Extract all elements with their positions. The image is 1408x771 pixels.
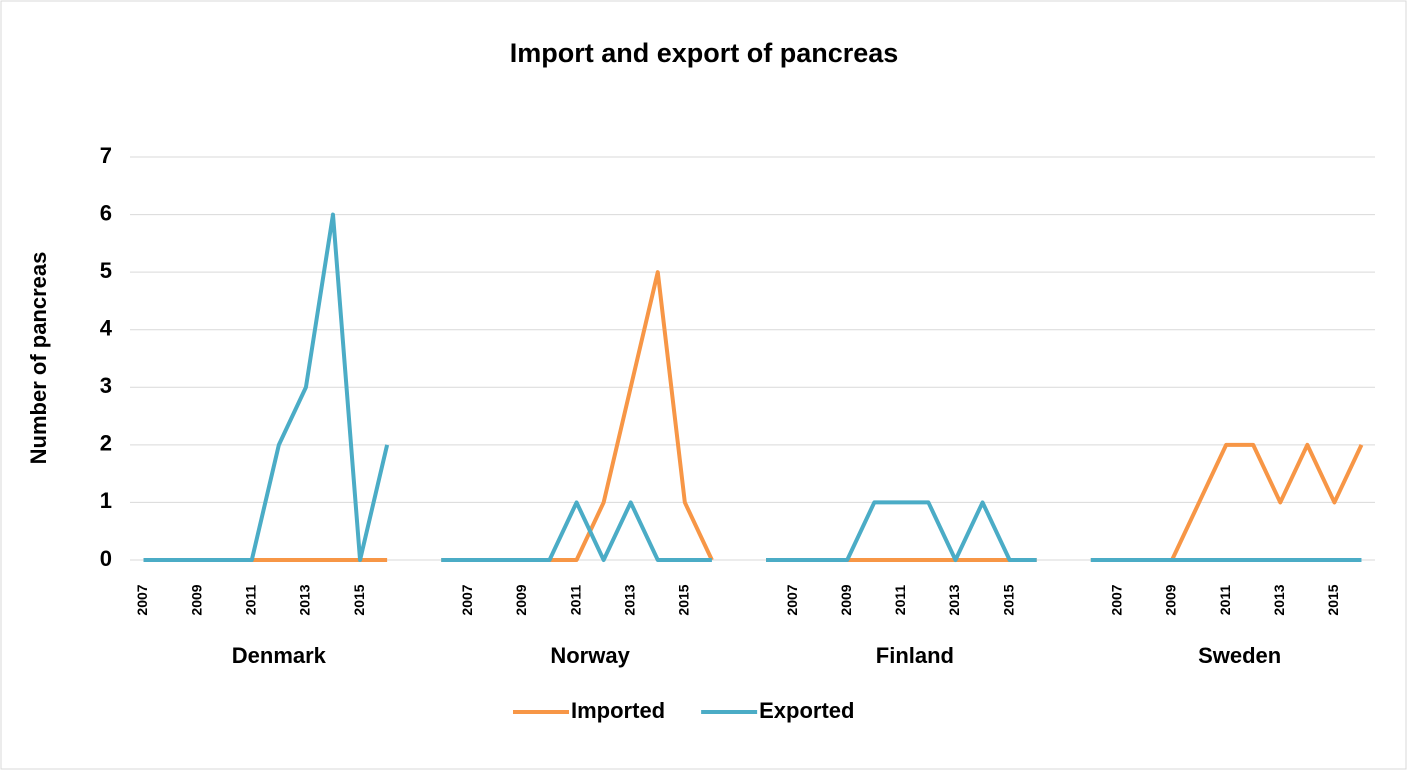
y-tick-label: 5 <box>100 258 112 283</box>
x-tick-label: 2009 <box>838 584 854 615</box>
group-label: Sweden <box>1198 643 1281 668</box>
x-tick-label: 2011 <box>1217 585 1233 616</box>
y-tick-label: 7 <box>100 143 112 168</box>
x-tick-label: 2009 <box>1163 584 1179 615</box>
x-tick-label: 2007 <box>784 584 800 615</box>
series-line <box>766 500 1037 562</box>
group-label: Finland <box>876 643 954 668</box>
y-tick-label: 2 <box>100 431 112 456</box>
chart-title: Import and export of pancreas <box>510 38 899 68</box>
y-tick-label: 4 <box>100 316 113 341</box>
x-tick-label: 2009 <box>188 584 204 615</box>
x-tick-label: 2015 <box>1325 584 1341 615</box>
x-tick-label: 2011 <box>567 585 583 616</box>
x-tick-label: 2013 <box>1271 584 1287 615</box>
y-tick-label: 3 <box>100 373 112 398</box>
x-tick-label: 2013 <box>297 584 313 615</box>
series-line <box>441 500 712 562</box>
y-tick-label: 0 <box>100 546 112 571</box>
series-line <box>143 212 390 562</box>
x-tick-label: 2007 <box>134 584 150 615</box>
group-label: Norway <box>550 643 630 668</box>
x-tick-label: 2011 <box>242 585 258 616</box>
x-tick-label: 2015 <box>351 584 367 615</box>
y-tick-label: 1 <box>100 488 112 513</box>
y-tick-label: 6 <box>100 200 112 225</box>
group-label: Denmark <box>232 643 327 668</box>
legend-label: Imported <box>571 698 665 723</box>
x-tick-label: 2009 <box>513 584 529 615</box>
x-tick-label: 2011 <box>892 585 908 616</box>
x-tick-label: 2015 <box>676 584 692 615</box>
x-tick-label: 2013 <box>946 584 962 615</box>
x-tick-label: 2007 <box>459 584 475 615</box>
x-tick-label: 2013 <box>621 584 637 615</box>
y-axis-label: Number of pancreas <box>26 252 51 465</box>
x-tick-label: 2015 <box>1000 584 1016 615</box>
x-tick-label: 2007 <box>1109 584 1125 615</box>
legend-label: Exported <box>759 698 854 723</box>
